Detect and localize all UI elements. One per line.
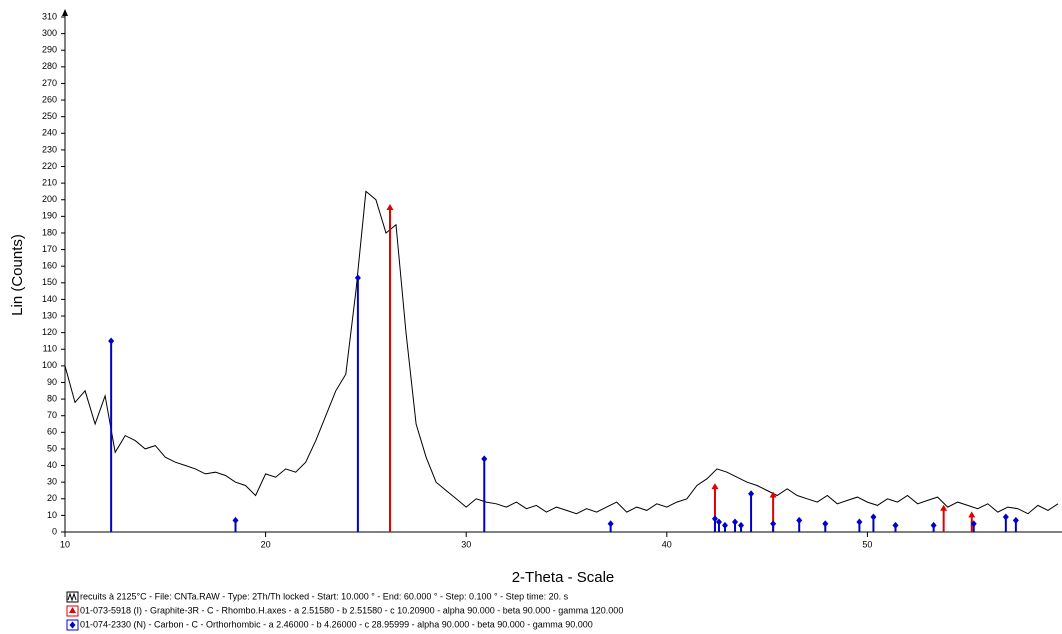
pattern-marker <box>715 518 722 526</box>
pattern-marker <box>607 520 614 528</box>
pattern-marker <box>108 337 115 345</box>
legend-label: 01-074-2330 (N) - Carbon - C - Orthorhom… <box>80 619 593 629</box>
pattern-marker <box>481 455 488 463</box>
pattern-marker <box>748 490 755 498</box>
pattern-marker <box>711 483 719 490</box>
pattern-marker <box>354 274 361 282</box>
pattern-marker <box>732 518 739 526</box>
y-tick-label: 90 <box>47 377 57 387</box>
pattern-marker <box>1002 513 1009 521</box>
pattern-marker <box>856 518 863 526</box>
y-tick-label: 230 <box>42 144 57 154</box>
y-tick-label: 50 <box>47 443 57 453</box>
y-tick-label: 190 <box>42 211 57 221</box>
y-tick-label: 310 <box>42 11 57 21</box>
y-tick-label: 220 <box>42 161 57 171</box>
y-axis-label: Lin (Counts) <box>9 234 26 316</box>
pattern-marker <box>711 515 718 523</box>
y-tick-label: 80 <box>47 393 57 403</box>
pattern-marker <box>930 521 937 529</box>
x-tick-label: 50 <box>862 539 872 549</box>
pattern-marker <box>770 520 777 528</box>
y-tick-label: 120 <box>42 327 57 337</box>
y-tick-label: 170 <box>42 244 57 254</box>
y-axis-arrow <box>62 9 68 16</box>
legend-swatch <box>69 607 76 613</box>
pattern-marker <box>796 516 803 524</box>
x-tick-label: 40 <box>662 539 672 549</box>
y-tick-label: 260 <box>42 94 57 104</box>
pattern-marker <box>232 516 239 524</box>
y-tick-label: 250 <box>42 111 57 121</box>
y-tick-label: 150 <box>42 277 57 287</box>
y-tick-label: 240 <box>42 128 57 138</box>
x-tick-label: 30 <box>461 539 471 549</box>
y-tick-label: 60 <box>47 427 57 437</box>
legend-swatch <box>69 621 76 629</box>
y-tick-label: 200 <box>42 194 57 204</box>
y-tick-label: 110 <box>43 344 57 354</box>
y-tick-label: 180 <box>42 227 57 237</box>
y-tick-label: 10 <box>47 510 57 520</box>
x-axis-label: 2-Theta - Scale <box>512 569 615 586</box>
y-tick-label: 40 <box>47 460 57 470</box>
y-tick-label: 0 <box>52 526 57 536</box>
pattern-marker <box>721 521 728 529</box>
pattern-marker <box>822 520 829 528</box>
y-tick-label: 270 <box>42 78 57 88</box>
y-tick-label: 280 <box>42 61 57 71</box>
x-tick-label: 20 <box>261 539 271 549</box>
y-tick-label: 290 <box>42 45 57 55</box>
y-tick-label: 130 <box>42 310 57 320</box>
y-tick-label: 70 <box>47 410 57 420</box>
pattern-marker <box>386 204 394 211</box>
pattern-marker <box>738 521 745 529</box>
pattern-marker <box>1012 516 1019 524</box>
legend-label: recuits à 2125°C - File: CNTa.RAW - Type… <box>80 591 569 601</box>
y-tick-label: 300 <box>42 28 57 38</box>
legend-swatch <box>67 592 77 602</box>
pattern-marker <box>769 491 777 498</box>
legend-label: 01-073-5918 (I) - Graphite-3R - C - Rhom… <box>80 605 623 615</box>
y-tick-label: 30 <box>47 477 57 487</box>
y-tick-label: 160 <box>42 261 57 271</box>
x-tick-label: 10 <box>60 539 70 549</box>
y-tick-label: 140 <box>42 294 57 304</box>
pattern-marker <box>970 520 977 528</box>
pattern-marker <box>892 521 899 529</box>
pattern-marker <box>870 513 877 521</box>
data-line <box>64 190 1059 515</box>
y-tick-label: 20 <box>47 493 57 503</box>
pattern-marker <box>940 504 948 511</box>
y-tick-label: 210 <box>42 178 57 188</box>
y-tick-label: 100 <box>42 360 57 370</box>
pattern-marker <box>968 511 976 518</box>
